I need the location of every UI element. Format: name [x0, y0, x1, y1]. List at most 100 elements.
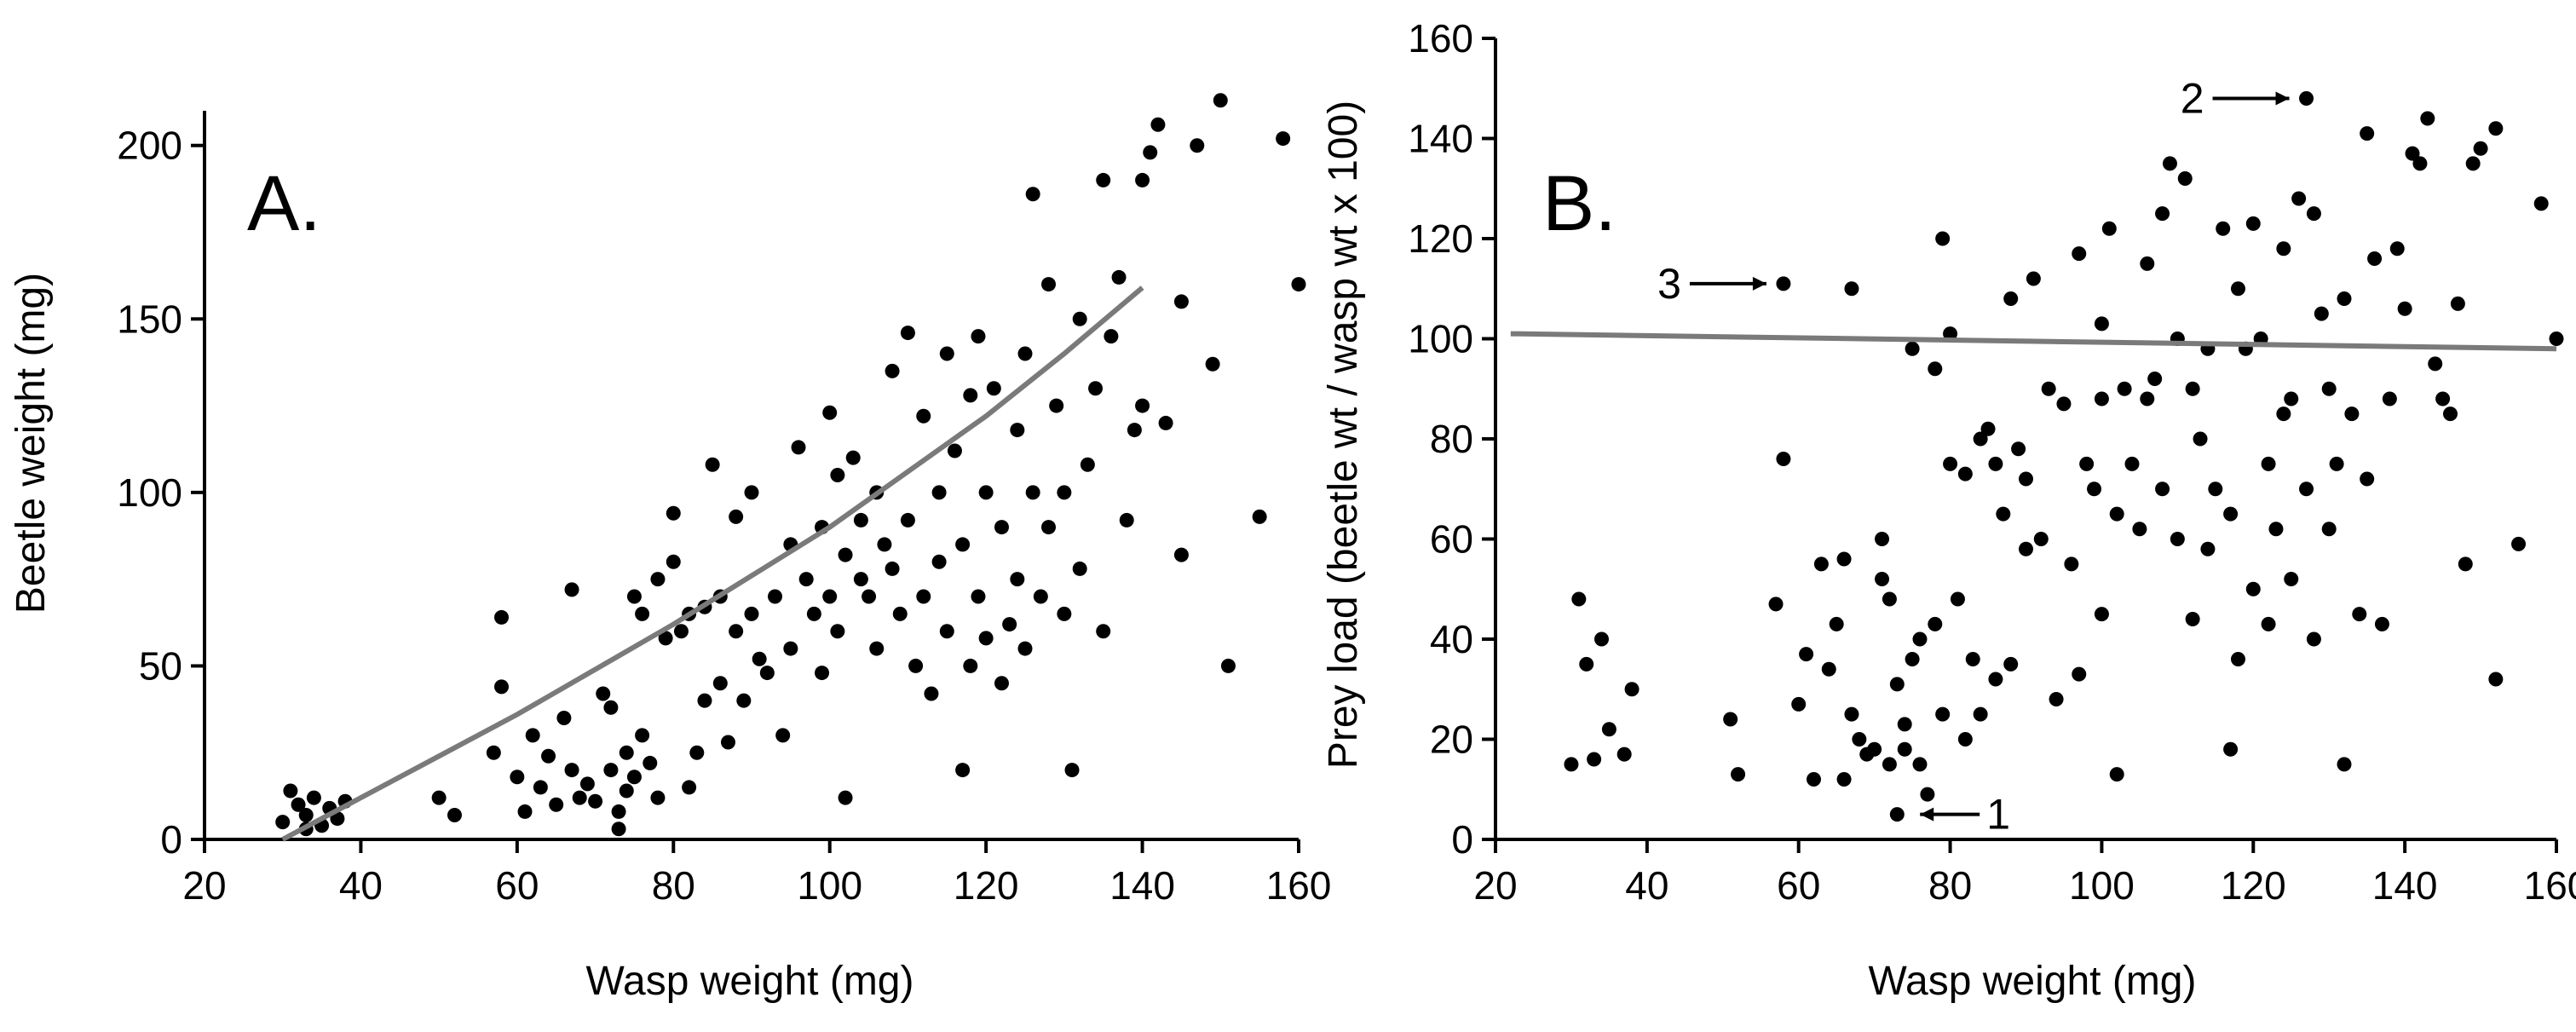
panel-a-data-point	[892, 606, 908, 621]
panel-b-data-point	[2185, 381, 2200, 396]
panel-b-data-point	[2465, 156, 2481, 171]
panel-b-data-point	[2299, 481, 2314, 497]
panel-b-data-point	[1988, 456, 2003, 471]
panel-b-data-point	[2367, 251, 2383, 266]
panel-b-data-point	[2261, 456, 2276, 471]
panel-a-data-point	[682, 780, 697, 795]
panel-a-data-point	[1111, 269, 1127, 285]
panel-b-data-point	[1829, 616, 1844, 631]
panel-a-data-point	[1276, 131, 1291, 147]
panel-a-data-point	[306, 790, 321, 805]
panel-b-data-point	[2329, 456, 2344, 471]
panel-a-data-point	[908, 658, 924, 673]
panel-b-data-point	[2170, 532, 2185, 546]
panel-a-data-point	[1096, 172, 1111, 187]
panel-b-data-point	[2193, 431, 2208, 447]
panel-a-data-point	[783, 641, 798, 656]
panel-b-data-point	[1973, 706, 1988, 722]
panel-b-data-point	[1928, 361, 1943, 377]
panel-a-data-point	[931, 554, 947, 569]
panel-a-data-point	[556, 711, 572, 725]
panel-a-data-point	[1002, 617, 1017, 632]
panel-b-data-point	[1836, 551, 1852, 567]
panel-a-data-point	[549, 797, 564, 812]
panel-b-data-point	[1594, 631, 1609, 647]
panel-a-data-point	[626, 589, 642, 604]
panel-b-y-tick-label: 60	[1430, 517, 1473, 562]
panel-b-annotation-arrowhead	[1752, 276, 1766, 291]
panel-a-data-point	[1158, 415, 1173, 430]
panel-b-x-tick-label: 60	[1777, 863, 1820, 908]
panel-b-annotation-label: 3	[1657, 260, 1681, 308]
panel-a-data-point	[494, 609, 510, 625]
panel-b-annotation-arrowhead	[2275, 91, 2290, 106]
panel-a-data-point	[1017, 346, 1033, 361]
panel-a-data-point	[283, 783, 298, 799]
panel-a-data-point	[1025, 485, 1040, 500]
panel-b-data-point	[1957, 466, 1973, 481]
panel-b-data-point	[1875, 572, 1890, 586]
panel-a-data-point	[939, 624, 954, 639]
panel-a-data-point	[822, 405, 838, 420]
panel-b-data-point	[1579, 656, 1594, 672]
panel-b-data-point	[2231, 281, 2245, 297]
panel-b-data-point	[2003, 291, 2019, 306]
panel-b-data-point	[2124, 456, 2140, 471]
panel-b-data-point	[1905, 341, 1920, 356]
panel-b-data-point	[1935, 706, 1951, 722]
panel-a-data-point	[486, 745, 501, 760]
panel-a-y-tick-label: 0	[160, 817, 182, 862]
panel-b-data-point	[1973, 431, 1988, 447]
panel-b-data-point	[2412, 156, 2428, 171]
panel-b-data-point	[2450, 296, 2465, 311]
panel-a-data-point	[994, 676, 1009, 691]
panel-b-x-axis-label: Wasp weight (mg)	[1869, 959, 2197, 1004]
panel-a-data-point	[1049, 398, 1064, 413]
panel-a-data-point	[759, 666, 775, 681]
panel-a-data-point	[1057, 485, 1072, 500]
panel-a-y-tick-label: 200	[117, 124, 182, 168]
panel-b-data-point	[2064, 556, 2079, 572]
panel-a-data-point	[869, 641, 885, 656]
panel-b-x-tick-label: 20	[1473, 863, 1517, 908]
panel-a-data-point	[1041, 520, 1057, 535]
panel-b-data-point	[2488, 672, 2504, 687]
panel-a-data-point	[1057, 606, 1072, 621]
panel-a-data-point	[838, 547, 853, 562]
panel-b-y-tick-label: 100	[1408, 317, 1473, 361]
panel-b-data-point	[1912, 631, 1928, 647]
panel-b-data-point	[2360, 471, 2375, 487]
panel-b-data-point	[2140, 391, 2155, 406]
panel-a-data-point	[963, 388, 978, 403]
panel-a-data-point	[1033, 589, 1048, 604]
panel-b-data-point	[2087, 481, 2102, 497]
panel-b-data-point	[2291, 191, 2307, 206]
panel-a-data-point	[862, 589, 877, 604]
panel-b-data-point	[1571, 591, 1587, 607]
panel-b-y-tick-label: 20	[1430, 718, 1473, 762]
panel-a-data-point	[564, 763, 579, 778]
panel-b-data-point	[2374, 616, 2389, 631]
panel-a-data-point	[963, 658, 978, 673]
panel-b-data-point	[1980, 421, 1996, 436]
panel-b-data-point	[2019, 541, 2033, 556]
panel-a-data-point	[1072, 311, 1087, 326]
panel-b-data-point	[2435, 391, 2451, 406]
panel-b-data-point	[2360, 126, 2375, 141]
panel-a-data-point	[626, 770, 642, 785]
panel-b-data-point	[2321, 522, 2337, 537]
panel-b-data-point	[2147, 372, 2163, 386]
panel-a-data-point	[1119, 512, 1134, 528]
panel-a-data-point	[431, 790, 447, 805]
panel-b-data-point	[1950, 591, 1965, 607]
panel-b-data-point	[1912, 757, 1928, 772]
panel-a-x-tick-label: 60	[495, 863, 539, 908]
panel-b-data-point	[2019, 471, 2033, 487]
panel-b-data-point	[1601, 722, 1616, 737]
panel-b-data-point	[2185, 612, 2200, 626]
panel-b-data-point	[2397, 301, 2412, 316]
panel-a-data-point	[1080, 457, 1095, 472]
panel-a-data-point	[541, 748, 556, 764]
panel-a-data-point	[712, 676, 728, 691]
